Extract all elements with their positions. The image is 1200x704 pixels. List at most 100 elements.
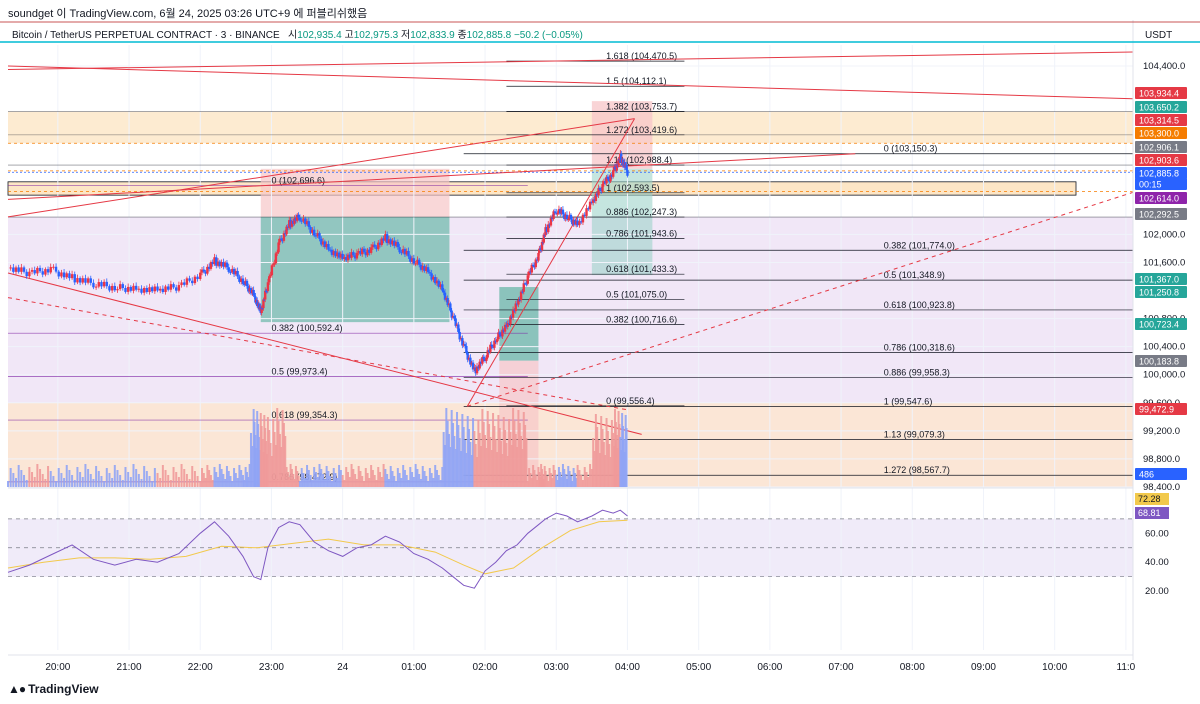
volume-bar (339, 470, 342, 487)
volume-bar (240, 470, 243, 487)
volume-bar (343, 480, 346, 487)
candle-body (145, 287, 149, 293)
time-tick-label: 11:0 (1117, 662, 1136, 673)
candle-body (407, 250, 410, 257)
volume-bar (100, 476, 103, 487)
candle-body (158, 288, 162, 291)
volume-bar (204, 478, 207, 487)
time-tick-label: 22:00 (188, 662, 213, 673)
volume-bar (472, 418, 475, 487)
fib3-level-label: 0.5 (99,973.4) (271, 367, 327, 377)
change-value: −50.2 (−0.05%) (513, 30, 583, 41)
volume-bar (357, 466, 360, 487)
candle-body (62, 272, 66, 278)
volume-bar (87, 469, 90, 487)
support-box (7, 181, 1077, 196)
candle-body (199, 272, 202, 280)
volume-bar (552, 465, 555, 487)
volume-bar (196, 476, 199, 487)
tradingview-brand[interactable]: ▲● TradingView (8, 682, 99, 696)
candle-body (549, 217, 553, 226)
candle-body (499, 334, 503, 337)
high-label: 고 (344, 30, 354, 41)
volume-bar (398, 473, 401, 487)
volume-bar (485, 448, 488, 487)
candle-body (494, 340, 497, 343)
volume-bar (368, 478, 371, 487)
price-badge-label: 100,723.4 (1139, 320, 1179, 330)
fib2-level-label: 1.272 (98,567.7) (884, 465, 950, 475)
candle-body (498, 332, 501, 335)
candle-body (474, 367, 477, 374)
candle-body (545, 227, 549, 233)
volume-bar (269, 443, 272, 487)
rsi-ma-value-label: 68.81 (1138, 508, 1161, 518)
candle-body (563, 214, 566, 219)
candle-body (482, 356, 485, 359)
volume-bar (391, 471, 394, 487)
candle-body (506, 323, 509, 327)
candle-body (232, 268, 236, 275)
candle-body (552, 211, 555, 220)
price-tick-label: 98,400.0 (1143, 482, 1180, 493)
volume-bar (427, 481, 430, 487)
price-badge (1135, 208, 1187, 220)
volume-bar (76, 467, 79, 487)
candle-body (348, 254, 351, 258)
candle-body (491, 346, 495, 348)
candle-body (409, 256, 412, 262)
volume-bar (167, 475, 170, 487)
volume-bar (583, 467, 586, 487)
candle-body (602, 181, 606, 185)
volume-bar (296, 471, 299, 487)
volume-bar (432, 478, 435, 487)
candle-body (282, 233, 286, 241)
candle-body (12, 267, 15, 272)
candle-body (33, 270, 36, 274)
price-badge-label: 103,650.2 (1139, 103, 1179, 113)
candle-body (346, 254, 350, 261)
candle-body (20, 267, 23, 272)
fib3-level-label: 0.618 (99,354.3) (271, 410, 337, 420)
volume-bar (458, 438, 461, 487)
candle-body (606, 176, 610, 180)
symbol-name[interactable]: Bitcoin / TetherUS PERPETUAL CONTRACT · … (12, 30, 280, 41)
volume-bar (191, 466, 194, 487)
volume-bar (355, 479, 358, 487)
candle-body (300, 220, 303, 222)
volume-bar (480, 446, 483, 487)
volume-bar (65, 465, 68, 487)
volume-bar (233, 468, 236, 487)
volume-bar (309, 475, 312, 487)
volume-bar (113, 465, 116, 487)
volume-bar (450, 410, 453, 487)
trend-line-impulse (466, 118, 636, 407)
candle-body (434, 277, 437, 284)
candle-body (260, 308, 263, 314)
volume-bar (247, 477, 250, 487)
volume-bar (461, 414, 464, 487)
volume-bar (215, 472, 218, 487)
volume-bar (457, 425, 460, 487)
candle-body (481, 356, 484, 364)
candle-body (373, 244, 376, 247)
candle-body (248, 288, 251, 292)
fib-level-label: 0.382 (100,716.6) (606, 314, 677, 324)
candle-body (539, 248, 542, 250)
volume-bar (371, 470, 374, 487)
volume-bar (193, 471, 196, 487)
candle-body (113, 285, 117, 291)
volume-bar (428, 468, 431, 487)
candle-body (302, 218, 305, 222)
volume-bar (559, 472, 562, 487)
volume-bar (517, 410, 520, 487)
fib-level-label: 1.5 (104,112.1) (606, 76, 666, 86)
fib-level-label: 1.272 (103,419.6) (606, 125, 677, 135)
time-tick-label: 10:00 (1042, 662, 1067, 673)
volume-bar (462, 427, 465, 487)
price-badge-label: 99,472.9 (1139, 405, 1174, 415)
candle-body (257, 303, 261, 310)
candle-body (369, 247, 373, 253)
volume-bar (449, 447, 452, 487)
